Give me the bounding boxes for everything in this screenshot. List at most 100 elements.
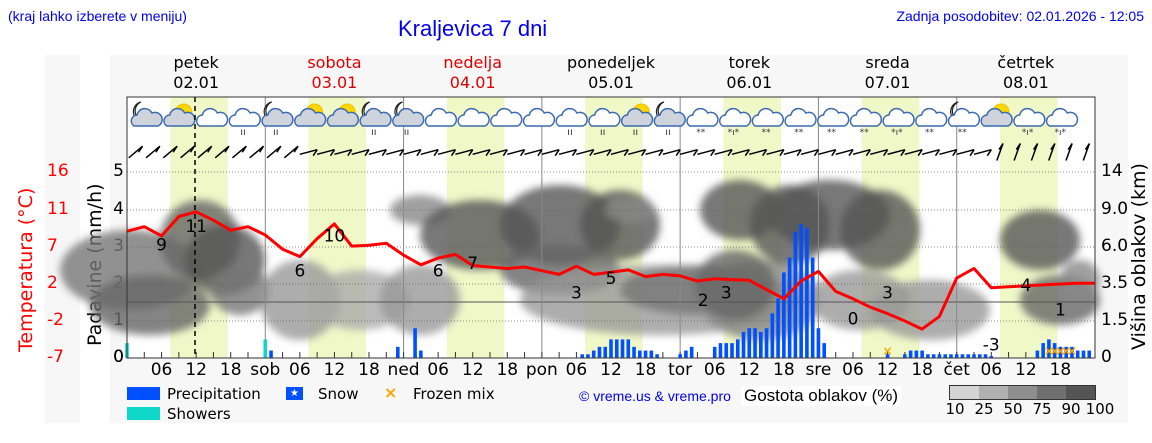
cloud-height-tick: 14 (1101, 161, 1123, 181)
temperature-label: 4 (1020, 276, 1031, 296)
x-tick: 12 (461, 360, 484, 380)
svg-text:*ı*: *ı* (728, 128, 740, 138)
cloud-sleet-icon: *ı* (1045, 107, 1079, 138)
cloud-sleet-icon: *ı* (882, 107, 915, 138)
svg-text:*ı*: *ı* (891, 128, 903, 138)
x-tick: 12 (1015, 360, 1037, 380)
cloud-snow-icon: ** (751, 107, 785, 138)
x-tick: 06 (289, 360, 311, 380)
svg-text:ıı: ıı (240, 127, 246, 138)
temperature-tick: 2 (47, 273, 58, 293)
legend-showers-label: Showers (167, 405, 231, 423)
temperature-label: -3 (983, 335, 1000, 355)
cloud-density-label: Gostota oblakov (%) (741, 386, 902, 406)
plot-frame (126, 96, 1096, 359)
day-name: sobota (307, 53, 362, 72)
precipitation-tick: 4 (113, 199, 124, 219)
weather-icons-row: ıı ıı ıı ıı ıı ıı ıı ıı ** *ı* ** ** ** ** *ı* ** ** *ı* *… (130, 101, 1079, 138)
wind-barbs-row (128, 143, 1091, 161)
colorbar-tick: 10 (945, 400, 965, 418)
moon-cloud-rain-icon: ıı (653, 101, 686, 138)
temperature-label: 1 (1055, 300, 1066, 320)
x-tick: 12 (323, 360, 346, 380)
temperature-line (126, 210, 1095, 331)
cloud-icon (195, 107, 229, 127)
cloud-rain-icon: ıı (555, 107, 588, 138)
svg-text:**: ** (794, 128, 804, 138)
day-date: 05.01 (588, 73, 634, 92)
temperature-tick: 7 (47, 236, 58, 256)
x-tick: 06 (427, 360, 449, 380)
svg-text:**: ** (958, 128, 968, 138)
svg-text:**: ** (827, 128, 837, 138)
day-date: 08.01 (1002, 73, 1049, 92)
svg-text:ıı: ıı (371, 127, 377, 138)
day-date: 07.01 (864, 73, 911, 92)
sun-cloud-icon (980, 103, 1013, 127)
temperature-label: 3 (882, 284, 893, 304)
grid-lines (126, 97, 1096, 358)
day-date: 02.01 (173, 73, 220, 92)
x-tick: sre (805, 360, 832, 380)
x-tick: 12 (876, 360, 899, 380)
x-tick: čet (943, 360, 970, 380)
temperature-tick: 11 (47, 199, 69, 219)
svg-text:ıı: ıı (404, 127, 410, 138)
cloud-sleet-icon: *ı* (1013, 107, 1046, 138)
svg-text:**: ** (860, 128, 870, 138)
day-name: nedelja (443, 53, 503, 72)
x-tick: 18 (219, 360, 242, 380)
x-tick: 18 (634, 360, 657, 380)
x-tick: 06 (980, 360, 1003, 380)
legend-precipitation-label: Precipitation (167, 385, 261, 403)
x-tick: 18 (496, 360, 519, 380)
day-date: 06.01 (726, 73, 773, 92)
sun-cloud-rain-icon: ıı (620, 103, 654, 138)
sun-cloud-icon (326, 103, 360, 127)
snow-icon: ★ (286, 387, 303, 400)
location-menu-hint[interactable]: (kraj lahko izberete v meniju) (8, 8, 187, 24)
day-name: petek (173, 53, 219, 72)
temperature-label: 6 (433, 261, 444, 281)
colorbar-tick: 90 (1061, 400, 1081, 418)
svg-text:ıı: ıı (600, 127, 606, 138)
cloud-rain-icon: ıı (228, 107, 261, 138)
cloud-height-tick: 6.0 (1101, 236, 1129, 256)
moon-cloud-icon (130, 101, 163, 127)
temperature-label: 7 (467, 254, 478, 274)
cloud-snow-icon: ** (915, 107, 948, 138)
colorbar-tick: 50 (1003, 400, 1023, 418)
cloud-density-colorbar (949, 385, 1096, 400)
x-tick: tor (668, 360, 693, 380)
svg-text:×: × (1050, 344, 1060, 358)
cloud-snow-icon: ** (686, 107, 719, 138)
cloud-rain-icon: ıı (588, 107, 621, 138)
moon-cloud-rain-icon: ıı (261, 101, 294, 138)
svg-text:**: ** (696, 128, 706, 138)
cloud-height-tick: 9.0 (1101, 199, 1129, 219)
cloud-snow-icon: ** (784, 107, 817, 138)
x-tick: 06 (150, 360, 173, 380)
svg-text:ıı: ıı (273, 127, 279, 138)
svg-text:**: ** (762, 128, 772, 138)
moon-cloud-rain-icon: ıı (392, 101, 425, 138)
cloud-height-tick: 1.5 (1101, 310, 1129, 330)
temperature-tick: 16 (47, 161, 69, 181)
svg-text:**: ** (925, 128, 935, 138)
precipitation-tick: 5 (113, 161, 124, 181)
page-title: Kraljevica 7 dni (398, 16, 548, 41)
temperature-axis-panel (45, 55, 80, 423)
precipitation-bars: × ××××× (125, 224, 1092, 358)
x-tick: 12 (600, 360, 622, 380)
colorbar-tick: 100 (1085, 400, 1115, 418)
x-tick: 06 (703, 360, 726, 380)
precipitation-tick-zero: 0 (113, 347, 124, 367)
temperature-label: 3 (571, 284, 582, 304)
temperature-label: 0 (848, 310, 859, 330)
legend-precipitation-swatch (127, 387, 160, 400)
copyright-link[interactable]: © vreme.us & vreme.pro (579, 388, 731, 404)
cloud-height-tick: 3.5 (1101, 273, 1129, 293)
x-tick: 18 (911, 360, 933, 380)
